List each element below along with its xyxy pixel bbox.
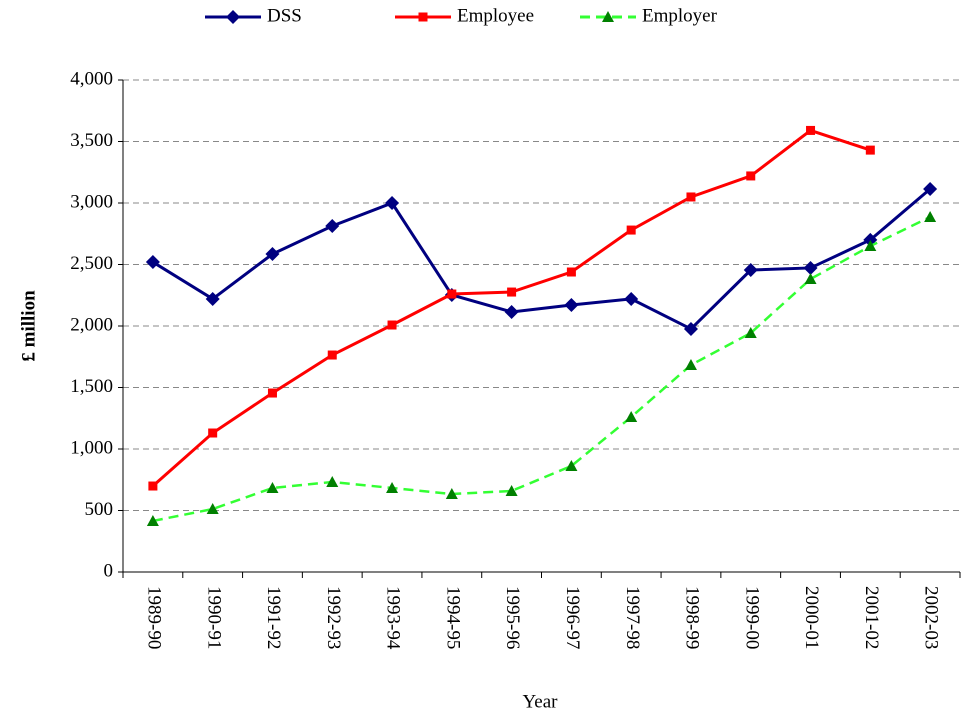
- data-point: [924, 211, 937, 223]
- legend-label: DSS: [267, 5, 302, 26]
- data-point: [445, 488, 458, 500]
- data-point: [803, 260, 818, 275]
- data-point: [507, 287, 517, 297]
- x-tick-label: 1998-99: [682, 586, 703, 649]
- x-tick-label: 1995-96: [502, 586, 523, 649]
- y-tick-label: 1,000: [70, 437, 113, 458]
- x-tick-label: 1992-93: [323, 586, 344, 649]
- legend-marker: [602, 11, 614, 22]
- data-point: [864, 240, 877, 252]
- data-point: [205, 291, 220, 306]
- data-point: [686, 192, 696, 202]
- data-point: [566, 267, 576, 277]
- data-point: [326, 475, 339, 487]
- data-point: [564, 297, 579, 312]
- data-point: [267, 388, 277, 398]
- data-point: [385, 196, 400, 210]
- data-point: [744, 327, 757, 339]
- data-point: [206, 503, 219, 515]
- x-tick-label: 1997-98: [622, 586, 643, 649]
- x-tick-label: 1991-92: [263, 586, 284, 649]
- data-point: [148, 481, 158, 491]
- y-tick-label: 4,000: [70, 68, 113, 89]
- series-line: [152, 187, 932, 331]
- x-tick-label: 1989-90: [144, 586, 165, 649]
- data-point: [145, 255, 160, 270]
- data-point: [626, 225, 636, 235]
- y-tick-label: 0: [104, 560, 114, 581]
- series-line: [152, 215, 931, 523]
- data-point: [327, 350, 337, 360]
- data-point: [146, 514, 159, 526]
- data-point: [865, 145, 875, 155]
- y-tick-label: 2,500: [70, 253, 113, 274]
- data-point: [625, 411, 638, 423]
- y-tick-label: 1,500: [70, 376, 113, 397]
- data-point: [266, 481, 279, 493]
- data-point: [684, 358, 697, 370]
- legend-marker: [418, 12, 428, 22]
- data-point: [265, 247, 280, 262]
- x-tick-label: 1993-94: [383, 586, 404, 650]
- y-tick-label: 2,000: [70, 314, 113, 335]
- legend-label: Employee: [457, 5, 534, 26]
- x-tick-label: 2001-02: [861, 586, 882, 649]
- data-point: [387, 320, 397, 330]
- y-tick-label: 500: [85, 499, 114, 520]
- data-point: [923, 181, 938, 196]
- x-tick-label: 2000-01: [801, 586, 822, 649]
- x-tick-label: 1990-91: [203, 586, 224, 649]
- legend-label: Employer: [642, 5, 718, 26]
- y-tick-label: 3,500: [70, 130, 113, 151]
- data-point: [386, 481, 399, 493]
- x-axis-label: Year: [522, 691, 558, 712]
- data-point: [325, 219, 340, 234]
- x-tick-label: 1996-97: [562, 586, 583, 649]
- data-point: [624, 291, 639, 306]
- data-point: [504, 304, 519, 319]
- data-point: [565, 459, 578, 471]
- data-point: [505, 484, 518, 496]
- x-tick-label: 2002-03: [921, 586, 942, 649]
- data-point: [746, 171, 756, 181]
- y-axis-label: £ million: [18, 290, 39, 362]
- x-tick-label: 1994-95: [442, 586, 463, 649]
- y-tick-label: 3,000: [70, 191, 113, 212]
- data-point: [804, 273, 817, 285]
- data-point: [743, 263, 758, 278]
- data-point: [208, 428, 218, 438]
- x-tick-label: 1999-00: [741, 586, 762, 649]
- data-point: [447, 289, 457, 299]
- legend-marker: [226, 10, 240, 24]
- data-point: [806, 125, 816, 135]
- data-point: [683, 321, 698, 336]
